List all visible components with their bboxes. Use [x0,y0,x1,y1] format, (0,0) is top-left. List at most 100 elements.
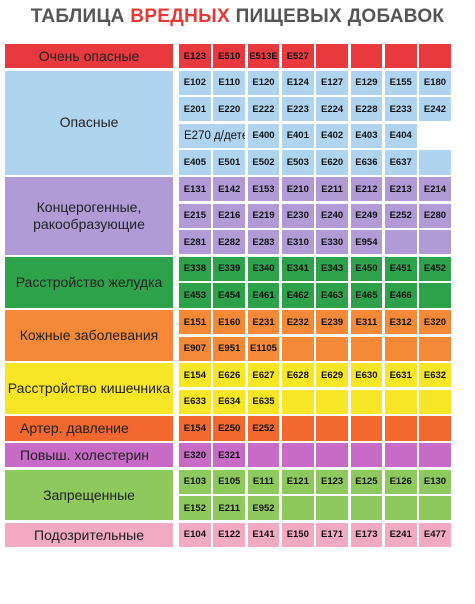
empty-cell [419,416,451,441]
empty-cell [281,336,314,361]
additive-code-cell: E461 [247,283,280,308]
page-title: ТАБЛИЦА ВРЕДНЫХ ПИЩЕВЫХ ДОБАВОК [0,6,475,28]
empty-cell [419,443,451,468]
empty-cell [316,443,348,468]
additive-code-cell: E231 [247,310,280,335]
additive-code-cell: E453 [179,283,211,308]
category-label: Концерогенные, ракообразующие [5,177,173,255]
additive-code-cell: E451 [384,256,417,282]
additive-code-cell: E131 [179,177,211,202]
additive-code-cell: E629 [316,363,348,388]
category-label: Опасные [5,70,173,175]
empty-cell [384,230,417,255]
additive-code-cell: E527 [281,44,314,69]
additive-code-cell: E220 [213,97,246,122]
additive-code-cell: E463 [316,283,348,308]
additive-code-cell: E252 [384,203,417,228]
additive-code-cell: E224 [316,97,348,122]
additive-code-cell: E630 [350,363,383,388]
title-accent: ВРЕДНЫХ [130,6,230,27]
additive-code-cell: E102 [179,70,211,95]
empty-cell [316,496,348,521]
additive-code-cell: E130 [419,469,451,494]
additive-code-cell: E404 [384,123,417,149]
category-label: Очень опасные [5,44,173,69]
empty-cell [350,44,383,69]
additive-code-cell: E123 [316,469,348,494]
additive-code-cell: E242 [419,97,451,122]
additive-code-cell: E153 [247,177,280,202]
additive-code-cell: E405 [179,150,211,175]
additive-code-cell: E633 [179,389,211,415]
additive-code-cell: E280 [419,203,451,228]
empty-cell [384,443,417,468]
additive-code-cell: E122 [213,522,246,548]
empty-cell [384,44,417,69]
empty-cell [350,443,383,468]
additive-code-cell: E628 [281,363,314,388]
empty-cell [384,496,417,521]
empty-cell [247,443,280,468]
additive-code-cell: E637 [384,150,417,175]
additive-code-cell: E282 [213,230,246,255]
additive-code-cell: E402 [316,123,348,149]
additive-code-cell: E180 [419,70,451,95]
additive-code-cell: E310 [281,230,314,255]
additive-code-cell: E320 [179,443,211,468]
additive-code-cell: E216 [213,203,246,228]
additive-code-cell: E239 [316,310,348,335]
empty-cell [281,496,314,521]
empty-cell [419,283,451,308]
additive-code-cell: E228 [350,97,383,122]
additive-code-cell: E210 [281,177,314,202]
additive-code-cell: E127 [316,70,348,95]
additive-code-cell: E636 [350,150,383,175]
empty-cell [419,336,451,361]
category-label: Расстройство желудка [5,256,173,308]
empty-cell [350,416,383,441]
additive-code-cell: E452 [419,256,451,282]
additive-code-cell: E211 [213,496,246,521]
empty-cell [350,389,383,415]
additive-code-cell: E343 [316,256,348,282]
additive-code-cell: E252 [247,416,280,441]
additive-code-cell: E311 [350,310,383,335]
additive-code-cell: E952 [247,496,280,521]
additive-code-cell: E222 [247,97,280,122]
additive-code-cell: E401 [281,123,314,149]
additive-code-cell: E104 [179,522,211,548]
additive-code-cell: E281 [179,230,211,255]
additive-code-cell: E312 [384,310,417,335]
empty-cell [316,416,348,441]
empty-cell [384,336,417,361]
additive-code-cell: E213 [384,177,417,202]
additive-code-cell: E510 [213,44,246,69]
additive-code-cell: E283 [247,230,280,255]
additive-code-cell: E502 [247,150,280,175]
additive-code-cell: E154 [179,416,211,441]
empty-cell [316,389,348,415]
additive-code-cell: E123 [179,44,211,69]
additive-code-cell: E340 [247,256,280,282]
category-label: Артер. давление [5,416,173,441]
title-suffix: ПИЩЕВЫХ ДОБАВОК [230,6,445,27]
empty-cell [350,496,383,521]
additive-code-cell: E501 [213,150,246,175]
additive-code-cell: E338 [179,256,211,282]
additive-code-cell: E403 [350,123,383,149]
empty-cell [384,416,417,441]
additive-code-cell: E155 [384,70,417,95]
additive-code-cell: E214 [419,177,451,202]
additive-code-cell: E126 [384,469,417,494]
additive-code-cell: E232 [281,310,314,335]
additive-code-cell: E105 [213,469,246,494]
additive-code-cell: E907 [179,336,211,361]
additive-code-cell: E120 [247,70,280,95]
empty-cell [350,336,383,361]
additive-code-cell: E1105 [247,336,280,361]
empty-cell [281,443,314,468]
additive-code-cell: E631 [384,363,417,388]
additive-code-cell: E241 [384,522,417,548]
additive-code-cell: E341 [281,256,314,282]
empty-cell [419,389,451,415]
